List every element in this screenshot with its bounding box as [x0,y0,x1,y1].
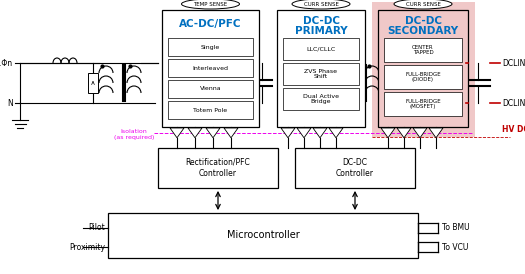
Text: DCLINK-: DCLINK- [502,98,525,107]
Text: HV DOMAIN: HV DOMAIN [502,125,525,135]
Bar [384,92,462,116]
Bar [283,38,359,60]
Ellipse shape [182,0,239,9]
Text: ZVS Phase
Shift: ZVS Phase Shift [304,69,338,79]
Text: LLC/CLLC: LLC/CLLC [307,47,335,52]
Text: N: N [7,98,13,107]
Polygon shape [329,128,343,138]
Text: Totem Pole: Totem Pole [193,107,227,113]
Text: DCLINK+: DCLINK+ [502,59,525,67]
Polygon shape [170,128,184,138]
Polygon shape [381,128,395,138]
Text: Microcontroller: Microcontroller [227,230,299,241]
Text: To VCU: To VCU [442,242,468,252]
Bar [168,80,253,98]
Text: Rectification/PFC
Controller: Rectification/PFC Controller [186,158,250,178]
Polygon shape [413,128,427,138]
Polygon shape [188,128,202,138]
Ellipse shape [394,0,452,9]
Bar [158,148,278,188]
Text: DC-DC
Controller: DC-DC Controller [336,158,374,178]
Bar [384,38,462,62]
Text: Vienna: Vienna [200,87,222,92]
Bar [168,38,253,56]
Text: Interleaved: Interleaved [193,65,228,70]
Text: Proximity: Proximity [69,242,105,252]
Bar [108,213,418,258]
Text: FULL-BRIDGE
(DIODE): FULL-BRIDGE (DIODE) [405,72,441,82]
Polygon shape [429,128,443,138]
Bar [277,10,365,127]
Text: Φ1..Φn: Φ1..Φn [0,59,13,67]
Bar [88,73,98,93]
Text: CURR SENSE: CURR SENSE [405,1,440,7]
Polygon shape [206,128,220,138]
Text: AC-DC/PFC: AC-DC/PFC [179,19,242,29]
Bar [295,148,415,188]
Bar [168,101,253,119]
Text: To BMU: To BMU [442,224,470,233]
Text: DC-DC
PRIMARY: DC-DC PRIMARY [295,16,348,36]
Ellipse shape [292,0,350,9]
Bar [283,63,359,85]
Bar [378,10,468,127]
Bar [162,10,259,127]
Text: FULL-BRIDGE
(MOSFET): FULL-BRIDGE (MOSFET) [405,99,441,109]
Bar [384,65,462,89]
Bar [168,59,253,77]
Polygon shape [397,128,411,138]
Text: Single: Single [201,44,220,50]
Text: TEMP SENSE: TEMP SENSE [193,1,227,7]
Text: Isolation
(as required): Isolation (as required) [114,129,154,140]
Text: CURR SENSE: CURR SENSE [303,1,339,7]
Text: DC-DC
SECONDARY: DC-DC SECONDARY [387,16,458,36]
Text: Dual Active
Bridge: Dual Active Bridge [303,94,339,104]
Bar [283,88,359,110]
Text: CENTER
TAPPED: CENTER TAPPED [412,45,434,55]
Polygon shape [224,128,238,138]
Text: Pilot: Pilot [88,224,105,233]
Polygon shape [313,128,327,138]
Polygon shape [297,128,311,138]
Bar [372,2,475,137]
Polygon shape [281,128,295,138]
